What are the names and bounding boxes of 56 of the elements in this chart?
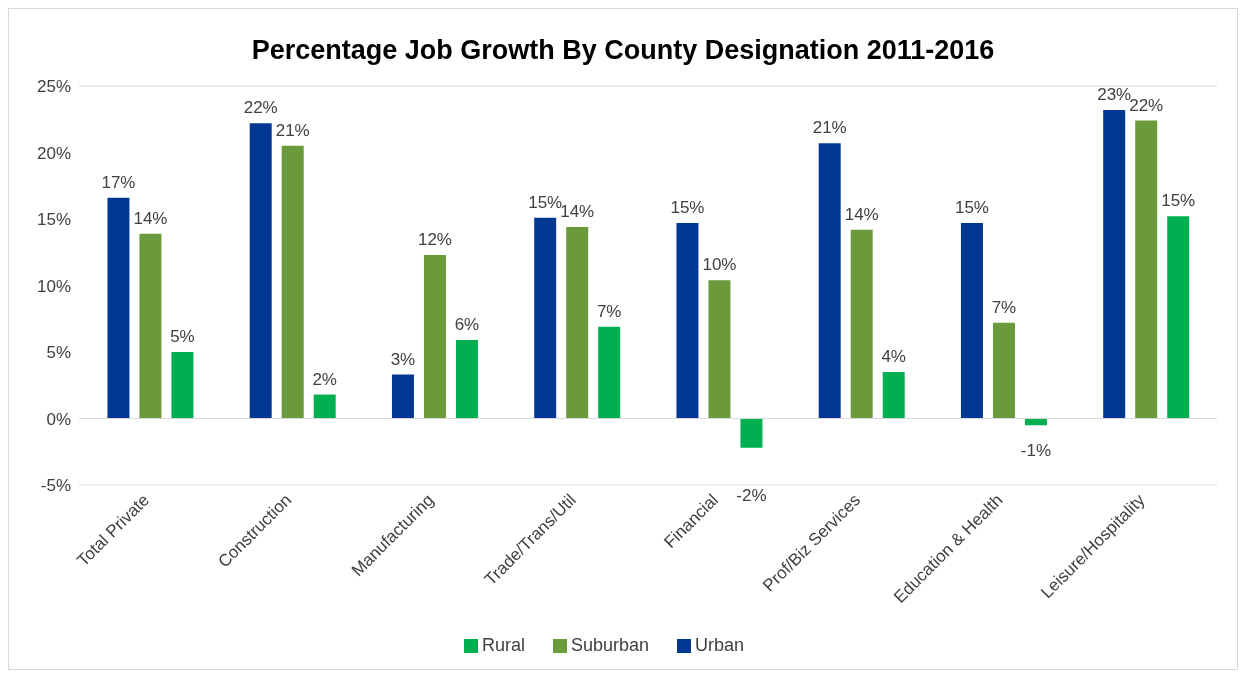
bar [107, 197, 130, 419]
bar [534, 217, 557, 419]
data-label: 15% [528, 192, 563, 212]
bar [391, 374, 414, 419]
data-label: 14% [133, 208, 168, 228]
bar [818, 143, 841, 419]
data-label: 15% [1161, 191, 1196, 211]
data-label: 2% [312, 369, 337, 389]
bar [1024, 418, 1047, 426]
data-label: 22% [243, 98, 278, 118]
data-label: 14% [844, 204, 879, 224]
bar [566, 226, 589, 419]
data-label: 6% [454, 315, 480, 335]
data-label: 15% [670, 197, 705, 217]
bar [598, 326, 621, 419]
bar [423, 254, 446, 419]
y-tick-label: 20% [36, 143, 71, 163]
bar [850, 229, 873, 419]
data-label: 4% [881, 346, 906, 366]
y-tick-label: 5% [46, 343, 71, 363]
bar [676, 222, 699, 419]
data-label: 21% [812, 118, 847, 138]
data-label: 3% [390, 349, 416, 369]
data-label: 5% [170, 327, 195, 346]
y-tick-label: 25% [36, 77, 71, 97]
bar [313, 394, 336, 419]
bar [740, 418, 763, 448]
legend-label: Rural [481, 635, 525, 655]
bar [281, 145, 304, 419]
y-tick-label: 0% [46, 409, 71, 429]
bar [708, 280, 731, 419]
data-label: 7% [596, 301, 622, 321]
bar [992, 322, 1015, 419]
data-label: 10% [702, 255, 737, 275]
y-tick-label: -5% [40, 476, 71, 496]
bar [960, 222, 983, 419]
data-label: 17% [101, 172, 136, 192]
y-tick-label: 15% [36, 210, 71, 230]
data-label: -2% [736, 486, 767, 506]
data-label: 15% [954, 197, 989, 217]
data-label: 12% [417, 229, 452, 249]
data-label: 7% [991, 297, 1017, 317]
bar [139, 233, 162, 419]
legend-label: Urban [695, 635, 745, 655]
bar [455, 340, 478, 419]
y-tick-label: 10% [36, 276, 71, 296]
legend-label: Suburban [570, 635, 650, 655]
data-label: 21% [275, 120, 310, 140]
bar [1103, 109, 1126, 419]
bar [249, 123, 272, 419]
chart-title: Percentage Job Growth By County Designation 2011-2016 [250, 35, 996, 66]
bar [1167, 216, 1190, 419]
data-label: -1% [1020, 440, 1052, 460]
bar [171, 352, 194, 419]
bar [1135, 120, 1158, 419]
bar [882, 371, 905, 419]
